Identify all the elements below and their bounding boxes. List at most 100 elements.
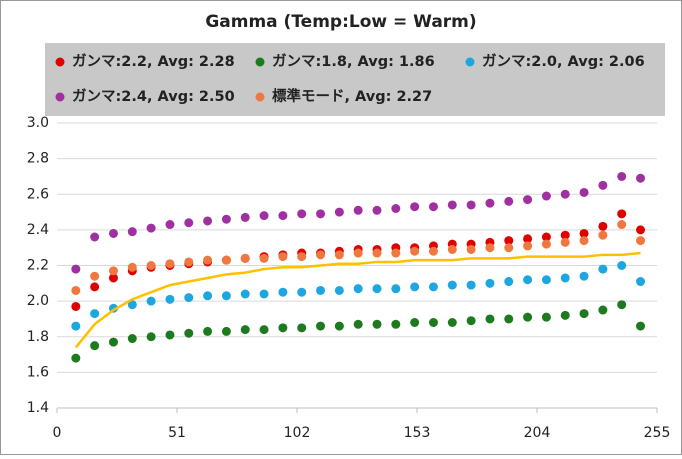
point <box>504 277 514 287</box>
point <box>523 234 533 244</box>
point <box>523 241 533 251</box>
point <box>259 211 269 221</box>
point <box>579 228 589 238</box>
y-tick-label: 3.0 <box>27 115 49 131</box>
point <box>636 225 646 235</box>
point <box>410 202 420 212</box>
point <box>127 262 137 272</box>
legend-label: ガンマ:2.2, Avg: 2.28 <box>72 53 235 70</box>
y-tick-label: 2.2 <box>27 258 49 274</box>
point <box>410 318 420 327</box>
legend-marker <box>255 92 265 102</box>
point <box>184 328 194 338</box>
legend-label: ガンマ:1.8, Avg: 1.86 <box>272 53 435 70</box>
point <box>221 291 231 301</box>
point <box>203 216 213 226</box>
point <box>372 205 382 215</box>
point <box>428 246 438 256</box>
point <box>391 284 401 294</box>
x-tick-label: 0 <box>53 425 62 441</box>
point <box>485 314 495 324</box>
point <box>598 180 608 190</box>
point <box>617 171 627 181</box>
point <box>447 244 457 254</box>
point <box>316 250 326 260</box>
point <box>240 253 250 263</box>
point <box>579 309 589 319</box>
point <box>428 282 438 292</box>
point <box>617 209 627 219</box>
point <box>146 296 156 306</box>
point <box>447 200 457 210</box>
point <box>297 252 307 262</box>
point <box>146 261 156 270</box>
point <box>579 236 589 246</box>
point <box>259 253 269 263</box>
point <box>504 196 514 206</box>
point <box>71 353 81 363</box>
point <box>617 220 627 230</box>
point <box>127 300 137 310</box>
point <box>297 323 307 333</box>
point <box>108 228 118 238</box>
legend-label: ガンマ:2.4, Avg: 2.50 <box>72 88 235 105</box>
point <box>203 291 213 301</box>
point <box>636 321 646 331</box>
point <box>90 232 100 242</box>
reference-line <box>74 251 641 349</box>
point <box>598 221 608 231</box>
point <box>71 264 81 274</box>
point <box>541 275 551 285</box>
point <box>353 248 363 258</box>
point <box>221 214 231 224</box>
point <box>410 246 420 256</box>
point <box>391 248 401 258</box>
point <box>466 244 476 254</box>
point <box>240 289 250 299</box>
point <box>353 319 363 329</box>
point <box>353 284 363 294</box>
point <box>165 294 175 304</box>
point <box>617 300 627 310</box>
point <box>240 325 250 335</box>
point <box>560 230 570 240</box>
y-tick-label: 2.6 <box>27 186 49 202</box>
point <box>541 191 551 201</box>
point <box>541 239 551 249</box>
point <box>560 273 570 283</box>
point <box>523 195 533 205</box>
point <box>428 318 438 327</box>
point <box>579 271 589 281</box>
point <box>523 275 533 285</box>
point <box>541 312 551 322</box>
point <box>334 207 344 217</box>
x-tick-label: 51 <box>168 425 186 441</box>
point <box>316 321 326 331</box>
point <box>636 236 646 246</box>
point <box>127 227 137 237</box>
point <box>71 321 81 331</box>
point <box>278 323 288 333</box>
point <box>316 285 326 295</box>
legend-label: ガンマ:2.0, Avg: 2.06 <box>482 53 645 70</box>
point <box>447 318 457 327</box>
point <box>316 209 326 219</box>
point <box>278 252 288 262</box>
x-tick-label: 153 <box>404 425 431 441</box>
point <box>278 287 288 297</box>
point <box>447 280 457 290</box>
point <box>146 332 156 342</box>
point <box>598 305 608 315</box>
point <box>560 237 570 247</box>
point <box>485 243 495 253</box>
x-tick-label: 255 <box>644 425 671 441</box>
point <box>71 285 81 295</box>
y-tick-label: 1.8 <box>27 329 49 345</box>
y-tick-label: 1.4 <box>27 400 49 416</box>
point <box>165 259 175 269</box>
point <box>560 310 570 320</box>
legend-marker <box>55 92 65 102</box>
point <box>391 204 401 213</box>
point <box>485 278 495 288</box>
